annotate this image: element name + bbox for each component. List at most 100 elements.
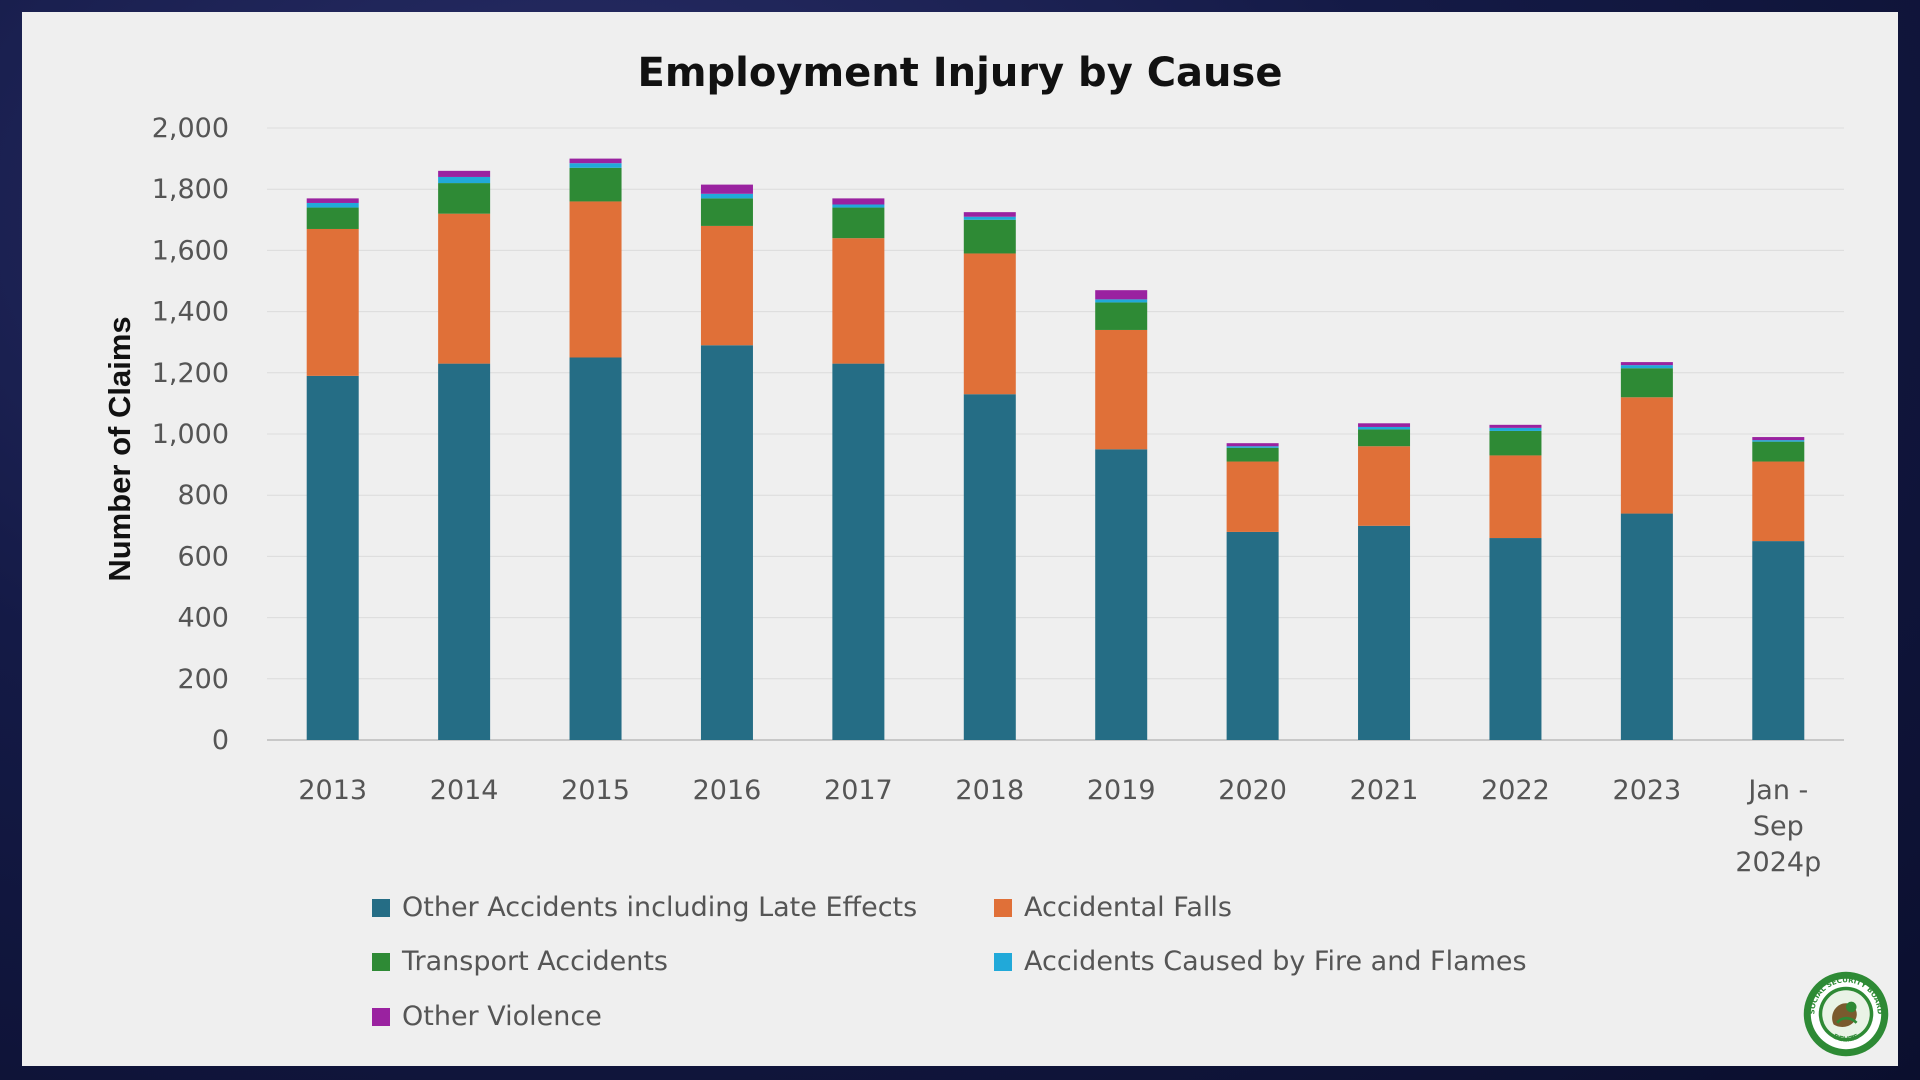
x-tick-label: 2017 bbox=[824, 775, 893, 806]
legend-label: Accidental Falls bbox=[1024, 892, 1232, 923]
bar-segment bbox=[1095, 449, 1148, 740]
bar-segment bbox=[1620, 362, 1673, 366]
bar-segment bbox=[306, 207, 359, 229]
bar-segment bbox=[1095, 299, 1148, 303]
bar-segment bbox=[700, 198, 753, 226]
bar-segment bbox=[700, 184, 753, 194]
chart-panel: Employment Injury by Cause 0 200 400 600 800… bbox=[22, 12, 1898, 1066]
bar-segment bbox=[963, 394, 1016, 740]
bar-segment bbox=[1095, 290, 1148, 300]
bar-stack bbox=[700, 184, 753, 740]
bar-segment bbox=[306, 375, 359, 740]
x-tick-label: 2020 bbox=[1218, 775, 1287, 806]
bar-stack bbox=[963, 212, 1016, 740]
legend-item-transport-accidents: Transport Accidents bbox=[372, 946, 668, 977]
x-tick-label: 2015 bbox=[561, 775, 630, 806]
svg-text:BELIZE: BELIZE bbox=[1832, 1032, 1860, 1044]
y-tick-label: 800 bbox=[177, 480, 229, 511]
bar-segment bbox=[1752, 441, 1805, 462]
bar-segment bbox=[700, 225, 753, 346]
x-tick-label: 2023 bbox=[1613, 775, 1682, 806]
bar-segment bbox=[1226, 461, 1279, 532]
social-security-board-logo: SOCIAL SECURITY BOARD BELIZE bbox=[1803, 971, 1889, 1057]
bar-segment bbox=[1226, 446, 1279, 448]
bars bbox=[306, 158, 1805, 740]
x-tick-label: 2016 bbox=[693, 775, 762, 806]
bar-stack bbox=[1620, 362, 1673, 740]
bar-segment bbox=[1226, 531, 1279, 740]
bar-segment bbox=[1358, 429, 1411, 447]
y-tick-label: 0 bbox=[212, 725, 229, 756]
bar-segment bbox=[832, 238, 885, 364]
bar-stack bbox=[569, 158, 622, 740]
y-tick-label: 1,600 bbox=[152, 235, 229, 266]
bar-segment bbox=[1358, 446, 1411, 526]
y-tick-label: 600 bbox=[177, 541, 229, 572]
bar-stack bbox=[1226, 443, 1279, 740]
bar-segment bbox=[569, 158, 622, 164]
y-tick-label: 2,000 bbox=[152, 113, 229, 144]
y-tick-label: 1,000 bbox=[152, 419, 229, 450]
bar-segment bbox=[1489, 430, 1542, 456]
x-tick-label: Jan -Sep 2024p bbox=[1735, 775, 1821, 878]
bar-segment bbox=[832, 207, 885, 239]
y-tick-label: 1,200 bbox=[152, 358, 229, 389]
bar-segment bbox=[438, 363, 491, 740]
bar-segment bbox=[963, 212, 1016, 217]
bar-segment bbox=[1226, 447, 1279, 462]
bar-stack bbox=[1489, 424, 1542, 740]
bar-segment bbox=[1752, 541, 1805, 740]
bar-segment bbox=[963, 253, 1016, 395]
bar-stack bbox=[1095, 290, 1148, 740]
bar-segment bbox=[963, 219, 1016, 254]
bar-segment bbox=[832, 204, 885, 208]
y-axis-ticks: 0 200 400 600 800 1,000 1,200 1,400 1,600 1,800 2,… bbox=[152, 113, 229, 756]
bar-segment bbox=[700, 345, 753, 740]
legend-item-other-accidents: Other Accidents including Late Effects bbox=[372, 892, 917, 923]
bar-segment bbox=[1620, 368, 1673, 398]
legend-swatch bbox=[994, 952, 1012, 971]
bar-stack bbox=[306, 198, 359, 740]
bar-segment bbox=[569, 167, 622, 202]
bar-segment bbox=[438, 183, 491, 214]
x-axis-ticks: 2013 2014 2015 2016 2017 2018 2019 2020 2021 2022… bbox=[298, 775, 1821, 878]
bar-segment bbox=[1752, 461, 1805, 542]
bar-segment bbox=[1226, 443, 1279, 447]
legend: Other Accidents including Late Effects A… bbox=[352, 892, 1652, 1042]
legend-item-accidental-falls: Accidental Falls bbox=[994, 892, 1232, 923]
bar-segment bbox=[306, 202, 359, 208]
bar-segment bbox=[569, 163, 622, 168]
x-tick-label: 2018 bbox=[955, 775, 1024, 806]
bar-segment bbox=[1095, 302, 1148, 330]
bar-segment bbox=[1358, 423, 1411, 427]
legend-label: Other Accidents including Late Effects bbox=[402, 892, 918, 923]
bar-segment bbox=[700, 193, 753, 199]
bar-segment bbox=[1620, 513, 1673, 740]
bar-segment bbox=[438, 176, 491, 184]
bar-segment bbox=[1489, 424, 1542, 428]
bar-segment bbox=[1620, 365, 1673, 369]
x-tick-label: 2022 bbox=[1481, 775, 1550, 806]
bar-segment bbox=[1095, 329, 1148, 450]
x-tick-label: 2014 bbox=[430, 775, 499, 806]
bar-segment bbox=[438, 170, 491, 177]
x-tick-label: 2013 bbox=[298, 775, 367, 806]
bar-segment bbox=[438, 213, 491, 364]
legend-swatch bbox=[994, 898, 1012, 917]
bar-segment bbox=[1358, 426, 1411, 430]
y-tick-label: 400 bbox=[177, 603, 229, 634]
y-tick-label: 200 bbox=[177, 664, 229, 695]
bar-segment bbox=[306, 198, 359, 203]
legend-label: Accidents Caused by Fire and Flames bbox=[1024, 946, 1527, 977]
legend-swatch bbox=[372, 952, 390, 971]
bar-segment bbox=[1489, 538, 1542, 740]
bar-stack bbox=[438, 170, 491, 740]
legend-item-fire-flames: Accidents Caused by Fire and Flames bbox=[994, 946, 1527, 977]
bar-segment bbox=[569, 357, 622, 740]
x-tick-label: 2019 bbox=[1087, 775, 1156, 806]
bar-segment bbox=[1752, 437, 1805, 441]
y-tick-label: 1,400 bbox=[152, 297, 229, 328]
bar-stack bbox=[1752, 437, 1805, 740]
bar-segment bbox=[1752, 440, 1805, 442]
bar-segment bbox=[832, 198, 885, 205]
